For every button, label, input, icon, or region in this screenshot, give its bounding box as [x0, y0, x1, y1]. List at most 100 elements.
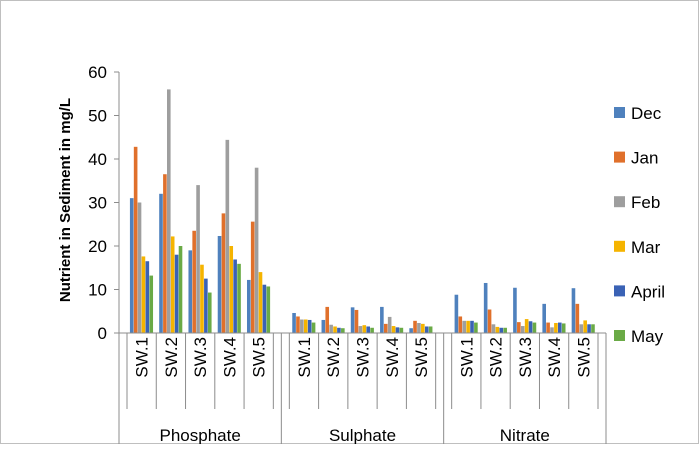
group-label: Nitrate	[500, 426, 550, 444]
group-label: Phosphate	[160, 426, 241, 444]
legend-label-jan: Jan	[631, 149, 658, 168]
bar-feb	[462, 320, 466, 333]
y-tick-label: 0	[98, 324, 107, 343]
bar-feb	[520, 326, 525, 333]
x-tick-label: SW.3	[191, 337, 210, 378]
bar-jan	[133, 146, 138, 333]
bar-dec	[380, 306, 384, 333]
x-tick-label: SW.1	[457, 337, 476, 378]
bar-mar	[170, 236, 175, 333]
bar-feb	[166, 89, 171, 334]
bar-april	[395, 327, 400, 333]
x-tick-label: SW.2	[324, 337, 343, 378]
bar-dec	[571, 288, 576, 333]
bar-feb	[387, 316, 392, 333]
bar-dec	[159, 193, 163, 333]
bar-feb	[137, 202, 142, 333]
bar-jan	[487, 309, 492, 333]
bar-dec	[542, 303, 546, 333]
bar-may	[207, 292, 212, 333]
bar-jan	[221, 213, 226, 333]
bar-may	[503, 327, 507, 333]
bar-mar	[421, 323, 425, 333]
bar-april	[307, 319, 312, 333]
bar-dec	[513, 287, 517, 333]
bar-may	[591, 324, 595, 333]
x-tick-label: SW.5	[574, 337, 593, 378]
bar-mar	[141, 256, 146, 333]
bar-jan	[354, 309, 359, 333]
bar-dec	[129, 198, 134, 333]
bar-april	[262, 284, 267, 333]
bar-dec	[292, 312, 296, 333]
bar-feb	[550, 327, 554, 333]
y-tick-label: 50	[88, 107, 107, 126]
y-tick-label: 60	[88, 63, 107, 82]
bar-april	[337, 327, 341, 333]
bar-dec	[321, 319, 326, 333]
legend-label-mar: Mar	[631, 238, 661, 257]
bar-feb	[300, 319, 304, 333]
bar-feb	[358, 326, 363, 333]
bar-dec	[454, 294, 459, 333]
bar-jan	[413, 320, 417, 333]
bar-mar	[554, 322, 558, 333]
bar-april	[366, 326, 371, 333]
x-tick-label: SW.1	[295, 337, 314, 378]
bar-may	[311, 322, 316, 333]
bar-feb	[225, 139, 230, 333]
bar-dec	[483, 282, 488, 333]
bar-jan	[163, 174, 167, 333]
legend-swatch-jan	[614, 151, 625, 163]
y-tick-label: 10	[88, 281, 107, 300]
bar-april	[499, 327, 504, 333]
bar-may	[474, 322, 478, 333]
bar-jan	[546, 322, 550, 333]
bar-april	[424, 326, 429, 333]
bar-mar	[583, 320, 587, 333]
bar-mar	[362, 325, 367, 333]
y-tick-label: 40	[88, 150, 107, 169]
bar-mar	[333, 326, 337, 333]
bar-april	[204, 278, 208, 333]
bar-april	[145, 261, 150, 333]
x-tick-label: SW.4	[220, 337, 239, 378]
x-tick-label: SW.3	[354, 337, 373, 378]
bar-feb	[579, 324, 584, 333]
bar-dec	[409, 328, 413, 333]
y-axis-label: Nutrient in Sediment in mg/L	[57, 98, 74, 302]
y-axis: 0 10 20 30 40 50 60	[88, 63, 120, 343]
bar-mar	[200, 264, 204, 333]
bar-april	[587, 324, 591, 333]
y-tick-label: 20	[88, 237, 107, 256]
bar-jan	[517, 322, 521, 333]
bar-dec	[350, 307, 355, 333]
bar-may	[370, 327, 374, 333]
x-tick-label: SW.4	[383, 337, 402, 378]
y-tick-label: 30	[88, 194, 107, 213]
bar-feb	[417, 322, 421, 333]
legend-swatch-may	[614, 330, 625, 341]
bar-april	[174, 254, 179, 333]
bars	[129, 89, 595, 334]
bar-mar	[303, 319, 308, 333]
x-tick-label: SW.5	[250, 337, 269, 378]
legend-label-may: May	[631, 327, 664, 346]
bar-may	[428, 326, 433, 333]
legend-swatch-april	[614, 285, 625, 297]
legend-label-feb: Feb	[631, 193, 660, 212]
bar-dec	[188, 250, 193, 333]
bar-jan	[296, 316, 300, 333]
group-label: Sulphate	[329, 426, 396, 444]
bar-dec	[246, 279, 251, 333]
legend-label-dec: Dec	[631, 104, 662, 123]
legend-label-april: April	[631, 282, 665, 301]
bar-may	[561, 323, 566, 333]
bar-may	[266, 286, 271, 333]
bar-mar	[524, 319, 529, 333]
x-tick-label: SW.3	[516, 337, 535, 378]
bar-dec	[217, 235, 222, 333]
bar-may	[237, 263, 241, 333]
x-axis: SW.1 SW.2 SW.3 SW.4 SW.5 Phosphate SW.1 SW.2 SW.…	[118, 332, 607, 445]
